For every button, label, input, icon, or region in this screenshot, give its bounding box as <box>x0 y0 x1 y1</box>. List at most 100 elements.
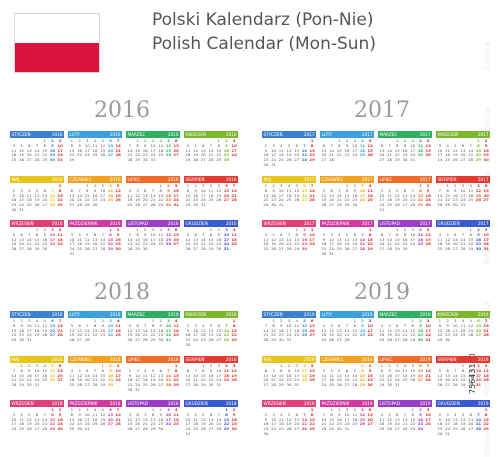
day-cell: 22 <box>352 332 358 338</box>
day-cell: 29 <box>135 157 141 163</box>
day-grid: 1 2 3 4 5 6 7 8 9 10 11 12 13 14 15 16 17 18 19 20 21 22 23 24 2… <box>262 227 316 252</box>
day-grid: 1 2 3 4 5 6 7 8 9 10 11 12 13 14 15 16 17 18 19 20 21 22 23 24 2… <box>262 183 316 208</box>
day-cell: 10 <box>271 147 277 153</box>
day-cell: 2 <box>43 227 46 232</box>
day-cell: 15 <box>158 192 164 198</box>
day-cell: 3 <box>232 138 236 143</box>
day-cell: 22 <box>336 152 342 158</box>
day-cell: 29 <box>158 202 164 208</box>
day-cell: 19 <box>127 421 133 427</box>
day-cell: 25 <box>19 426 25 432</box>
day-cell: 15 <box>367 236 373 242</box>
day-cell: 1 <box>484 407 488 412</box>
day-cell: 25 <box>445 157 451 163</box>
day-cell: 16 <box>42 236 48 242</box>
day-cell: 1 <box>264 183 268 188</box>
day-cell: 28 <box>301 426 308 432</box>
day-cell: 5 <box>194 142 197 148</box>
day-cell: 6 <box>380 231 384 237</box>
day-cell: 10 <box>329 236 335 242</box>
month-name: MARZEC <box>379 312 398 317</box>
month-year: 2019 <box>361 357 373 362</box>
day-cell: 1 <box>151 407 155 412</box>
day-cell: 4 <box>209 183 213 188</box>
day-cell: 22 <box>367 241 373 247</box>
day-cell: 30 <box>158 337 164 343</box>
month-block: MAJ 2019 1 2 3 4 5 6 7 8 9 10 11 12 13 14 15 16 17 18 19 20 21… <box>262 356 316 390</box>
month-block: LIPIEC 2017 1 2 3 4 5 6 7 8 9 10 11 12 13 14 15 16 17 18 19 2… <box>378 176 432 212</box>
flag-white-band <box>15 14 99 43</box>
day-grid: 1 2 3 4 5 6 7 8 9 10 11 12 13 14 15 16 17 18 19 20 21 22 23 24 2… <box>126 363 180 393</box>
day-cell: 14 <box>49 192 56 198</box>
day-cell: 22 <box>173 377 179 383</box>
day-cell: 28 <box>142 337 148 343</box>
day-cell: 21 <box>200 241 206 247</box>
day-cell: 1 <box>438 318 442 323</box>
day-cell: 29 <box>344 202 350 208</box>
poland-flag-icon <box>15 14 99 72</box>
day-cell: 18 <box>278 152 284 158</box>
day-cell: 21 <box>208 152 214 158</box>
day-cell: 29 <box>410 337 416 343</box>
month-year: 2017 <box>477 132 489 137</box>
day-cell: 14 <box>483 322 489 328</box>
day-cell: 7 <box>388 231 391 237</box>
day-cell: 16 <box>11 197 17 203</box>
day-cell: 24 <box>173 197 179 203</box>
day-cell: 27 <box>278 246 284 252</box>
month-name: MARZEC <box>127 312 146 317</box>
day-cell: 21 <box>437 197 443 203</box>
day-cell: 20 <box>352 241 358 247</box>
day-cell: 12 <box>452 147 458 153</box>
day-cell: 21 <box>402 332 408 338</box>
day-cell: 12 <box>410 367 416 373</box>
day-cell: 4 <box>438 231 442 237</box>
month-header: CZERWIEC 2017 <box>320 176 374 183</box>
day-cell: 21 <box>352 377 358 383</box>
day-cell: 14 <box>387 236 393 242</box>
day-cell: 22 <box>135 241 141 247</box>
day-cell: 1 <box>225 407 228 412</box>
day-cell: 27 <box>417 377 424 383</box>
month-year: 2018 <box>225 312 237 317</box>
day-cell: 8 <box>186 187 190 193</box>
day-cell: 11 <box>336 236 342 242</box>
day-cell: 16 <box>344 147 350 153</box>
day-cell: 12 <box>445 236 451 242</box>
day-cell: 16 <box>223 147 230 153</box>
day-cell: 9 <box>78 142 81 148</box>
day-cell: 20 <box>92 241 98 247</box>
day-cell: 26 <box>77 382 83 388</box>
day-cell: 22 <box>410 421 416 427</box>
day-cell: 11 <box>127 192 133 198</box>
day-cell: 17 <box>84 416 90 422</box>
day-cell: 16 <box>387 372 393 378</box>
day-cell: 15 <box>173 372 179 378</box>
day-cell: 18 <box>336 241 342 247</box>
day-cell: 19 <box>336 377 342 383</box>
day-cell: 3 <box>136 367 139 373</box>
day-cell: 8 <box>361 367 364 373</box>
day-cell: 3 <box>58 138 62 143</box>
day-cell: 23 <box>321 246 327 252</box>
month-block: KWIECIEŃ 2016 1 2 3 4 5 6 7 8 9 10 11 12 13 14 15 16 17 18 1… <box>184 131 238 165</box>
month-header: GRUDZIEŃ 2019 <box>436 400 490 407</box>
day-cell: 25 <box>158 152 164 158</box>
month-block: MARZEC 2017 1 2 3 4 5 6 7 8 9 10 11 12 13 14 15 16 17 18 19 2… <box>378 131 432 165</box>
day-cell: 26 <box>286 426 292 432</box>
day-cell: 1 <box>186 183 190 188</box>
day-cell: 21 <box>387 241 393 247</box>
month-block: CZERWIEC 2018 1 2 3 4 5 6 7 8 9 10 11 12 13 14 15 16 17 18 1… <box>68 356 122 390</box>
day-cell: 5 <box>167 138 170 143</box>
day-cell: 19 <box>216 192 222 198</box>
day-cell: 8 <box>174 367 178 373</box>
day-cell: 1 <box>232 318 236 323</box>
month-year: 2017 <box>419 132 431 137</box>
day-cell: 24 <box>216 377 222 383</box>
day-cell: 7 <box>43 411 46 417</box>
day-cell: 9 <box>477 231 480 237</box>
day-cell: 3 <box>411 227 414 232</box>
day-cell: 28 <box>402 426 408 432</box>
month-name: PAŹDZIERNIK <box>321 221 350 226</box>
day-cell: 12 <box>437 372 443 378</box>
